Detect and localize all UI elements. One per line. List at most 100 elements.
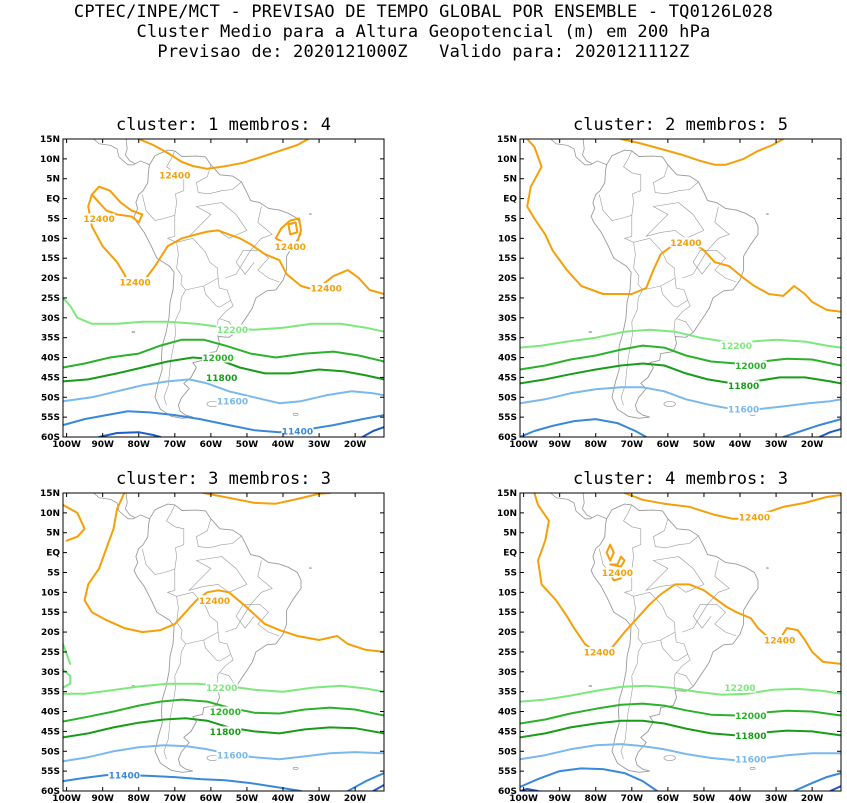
contour-label-bg [209, 706, 242, 717]
country-border [163, 569, 186, 760]
lat-label: 25S [498, 648, 517, 658]
contour-line [782, 418, 841, 437]
contour-line [287, 221, 299, 236]
contour-line [90, 185, 144, 224]
lon-label: 100W [52, 440, 81, 450]
contour-label-bg [119, 277, 152, 288]
lon-label: 80W [128, 440, 151, 450]
country-border [675, 654, 694, 687]
country-border [218, 654, 237, 687]
contour-label: 12400 [602, 569, 633, 579]
contour-label: 11600 [217, 752, 248, 762]
contour-line [63, 338, 384, 369]
contour-line [63, 668, 72, 689]
contour-label: 11600 [217, 398, 248, 408]
country-border [188, 556, 248, 593]
contour-label: 12000 [735, 712, 766, 722]
lat-label: 40S [41, 708, 60, 718]
lat-label: 15N [40, 489, 60, 499]
island [588, 685, 593, 688]
coastline [590, 503, 759, 773]
lat-label: 10S [498, 234, 517, 244]
contour-line [520, 386, 841, 411]
contour-label-bg [209, 726, 242, 737]
contour-line [520, 743, 841, 762]
lat-label: 10N [497, 155, 517, 165]
country-border [225, 206, 273, 279]
country-border [163, 215, 186, 406]
country-border [692, 250, 737, 283]
panel-title: cluster: 4 membros: 3 [573, 469, 788, 489]
country-border [176, 237, 219, 291]
map-frame [62, 138, 385, 438]
contour-label-bg [198, 595, 231, 606]
lon-label: 50W [693, 440, 716, 450]
lat-label: 60S [498, 433, 517, 443]
country-border [235, 250, 280, 283]
contour-label: 12000 [202, 354, 233, 364]
country-border [633, 237, 676, 291]
country-border [645, 202, 705, 239]
country-border [675, 300, 694, 333]
lat-label: 5S [47, 214, 60, 224]
coastline-central-america [93, 493, 150, 520]
lat-label: 5S [504, 214, 517, 224]
contour-label: 11400 [109, 772, 140, 782]
contour-label: 12400 [764, 637, 795, 647]
lon-label: 20W [344, 440, 367, 450]
country-border [235, 604, 280, 637]
lat-label: 40S [498, 354, 517, 364]
island [765, 213, 769, 215]
coastline-central-america [124, 493, 136, 518]
contour-line [361, 426, 384, 437]
contour-label: 11800 [210, 728, 241, 738]
contour-label: 12000 [735, 362, 766, 372]
lat-label: EQ [503, 549, 517, 559]
coastline-central-america [550, 493, 607, 520]
country-border [645, 556, 705, 593]
lat-label: 55S [498, 413, 517, 423]
lon-label: 40W [272, 794, 295, 803]
contour-label-bg [583, 646, 616, 657]
lon-label: 50W [236, 440, 259, 450]
lat-label: 15N [497, 489, 517, 499]
contour-label-bg [763, 635, 796, 646]
lat-label: 10S [41, 234, 60, 244]
contour-label: 12400 [199, 597, 230, 607]
lon-label: 100W [52, 794, 81, 803]
contour-label-bg [216, 396, 249, 407]
country-border [620, 215, 643, 406]
lat-label: 5S [504, 568, 517, 578]
country-border [218, 300, 237, 333]
island [765, 567, 769, 569]
contour-line [83, 493, 384, 653]
contour-line [63, 356, 384, 383]
contour-label: 12200 [721, 342, 752, 352]
lon-label: 30W [308, 440, 331, 450]
map-frame [62, 492, 385, 792]
lat-label: 50S [498, 747, 517, 757]
contour-label-bg [310, 283, 343, 293]
lat-label: 25S [41, 648, 60, 658]
country-border [692, 604, 737, 637]
lat-label: 30S [498, 314, 517, 324]
contour-label: 12200 [217, 326, 248, 336]
lat-label: 45S [498, 727, 517, 737]
country-border [142, 150, 185, 221]
contour-label-bg [108, 770, 141, 781]
contour-line [526, 139, 841, 313]
lat-label: 10S [498, 588, 517, 598]
contour-line [533, 493, 841, 665]
contour-label-bg [727, 404, 760, 415]
contour-label-bg [158, 169, 191, 180]
lon-label: 100W [509, 794, 538, 803]
contour-label: 12400 [584, 648, 615, 658]
map-panel-1: cluster: 1 membros: 4 12400 12400 12400 1240… [40, 115, 385, 450]
lat-label: 45S [41, 727, 60, 737]
country-border [196, 164, 242, 195]
lat-label: 15N [497, 135, 517, 145]
contour-label-bg [274, 241, 307, 252]
contour-line [620, 139, 785, 166]
contour-label: 12400 [670, 239, 701, 249]
contour-line [372, 784, 384, 791]
